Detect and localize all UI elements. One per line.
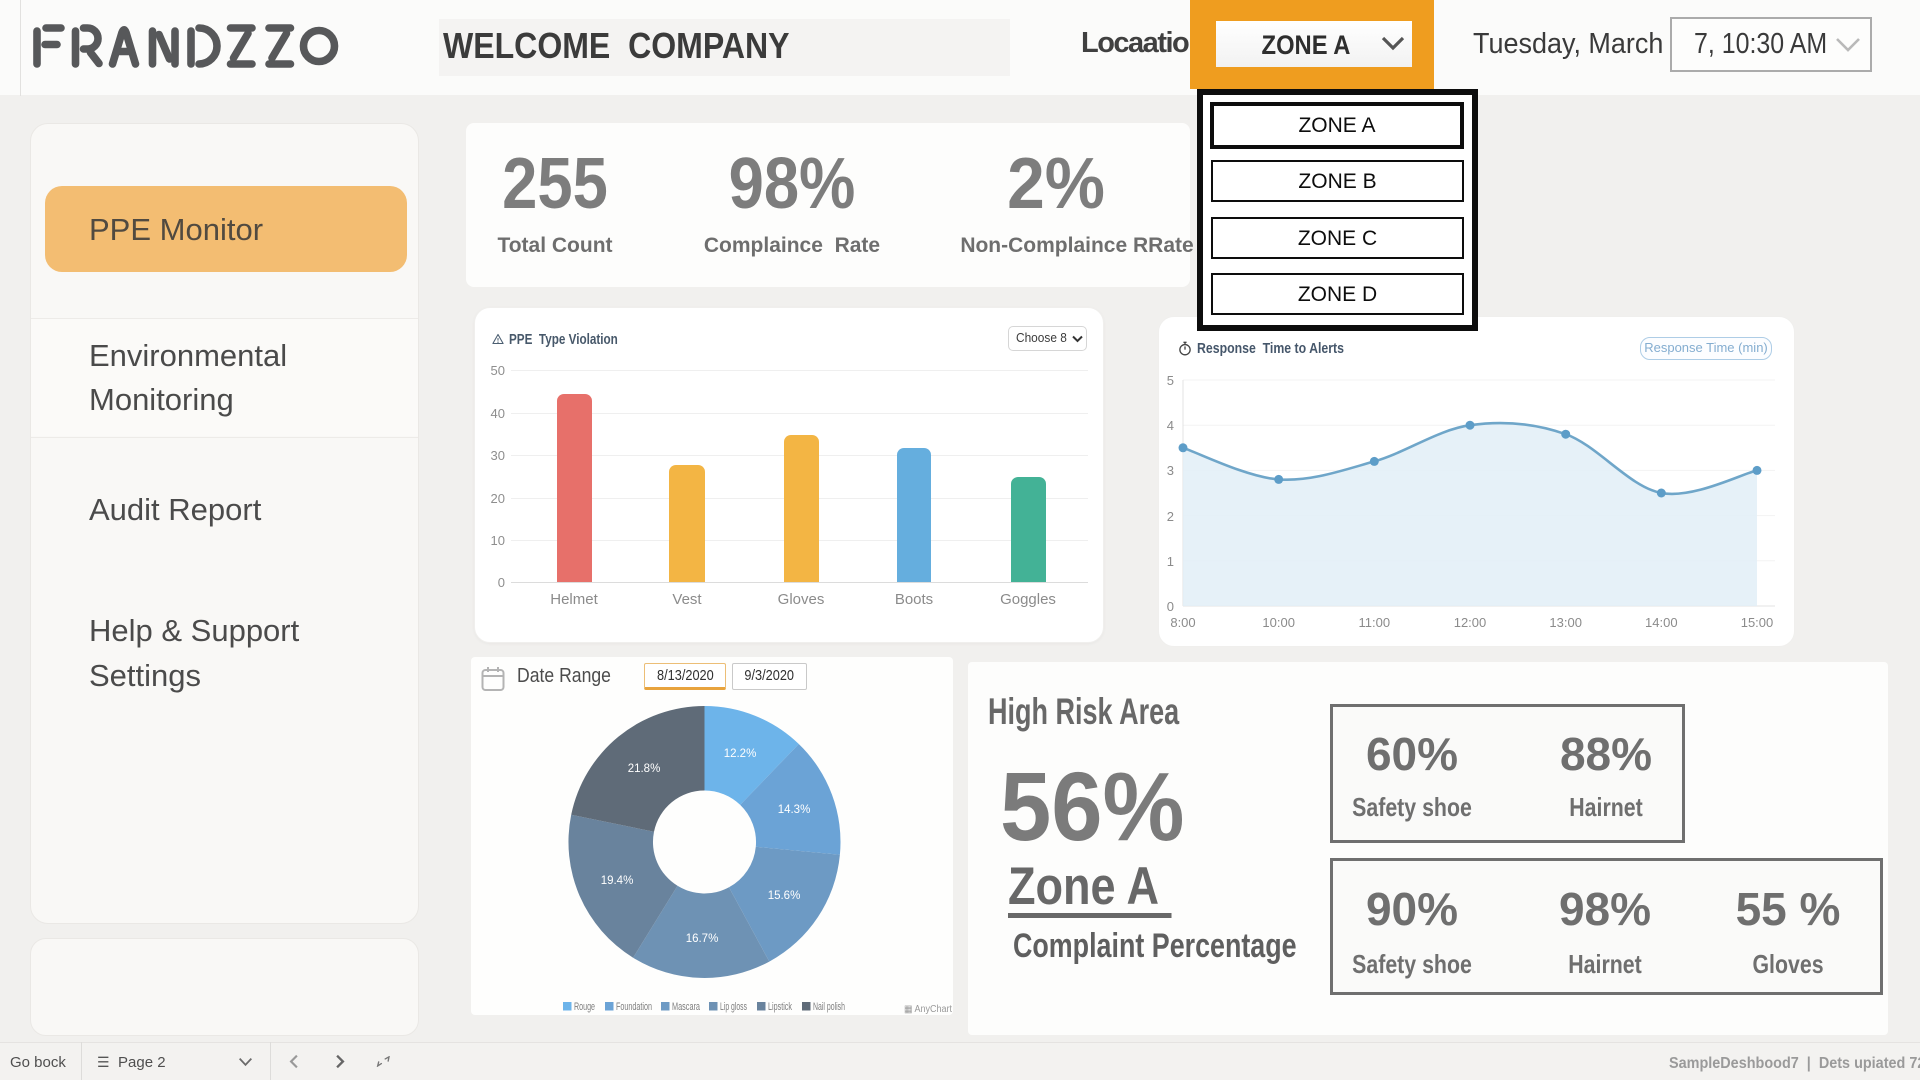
svg-text:15:00: 15:00 xyxy=(1741,615,1774,630)
svg-text:8:00: 8:00 xyxy=(1170,615,1195,630)
svg-text:16.7%: 16.7% xyxy=(686,933,719,945)
svg-text:Foundation: Foundation xyxy=(616,1001,652,1013)
svg-text:2: 2 xyxy=(1167,509,1174,524)
svg-text:12:00: 12:00 xyxy=(1454,615,1487,630)
svg-text:4: 4 xyxy=(1167,418,1174,433)
svg-text:Lip gloss: Lip gloss xyxy=(720,1001,747,1013)
svg-text:10:00: 10:00 xyxy=(1262,615,1295,630)
svg-text:0: 0 xyxy=(1167,599,1174,614)
svg-text:Lipstick: Lipstick xyxy=(768,1001,792,1013)
svg-text:Mascara: Mascara xyxy=(672,1001,701,1013)
svg-text:19.4%: 19.4% xyxy=(601,875,634,887)
svg-text:15.6%: 15.6% xyxy=(768,890,801,902)
svg-text:Rouge: Rouge xyxy=(574,1001,595,1013)
svg-text:13:00: 13:00 xyxy=(1549,615,1582,630)
svg-text:21.8%: 21.8% xyxy=(628,763,661,775)
svg-text:3: 3 xyxy=(1167,463,1174,478)
svg-text:Nail polish: Nail polish xyxy=(813,1001,845,1013)
svg-text:12.2%: 12.2% xyxy=(724,748,757,760)
svg-text:5: 5 xyxy=(1167,373,1174,388)
svg-text:1: 1 xyxy=(1167,554,1174,569)
svg-text:14.3%: 14.3% xyxy=(778,804,811,816)
svg-text:14:00: 14:00 xyxy=(1645,615,1678,630)
svg-text:11:00: 11:00 xyxy=(1359,615,1391,630)
